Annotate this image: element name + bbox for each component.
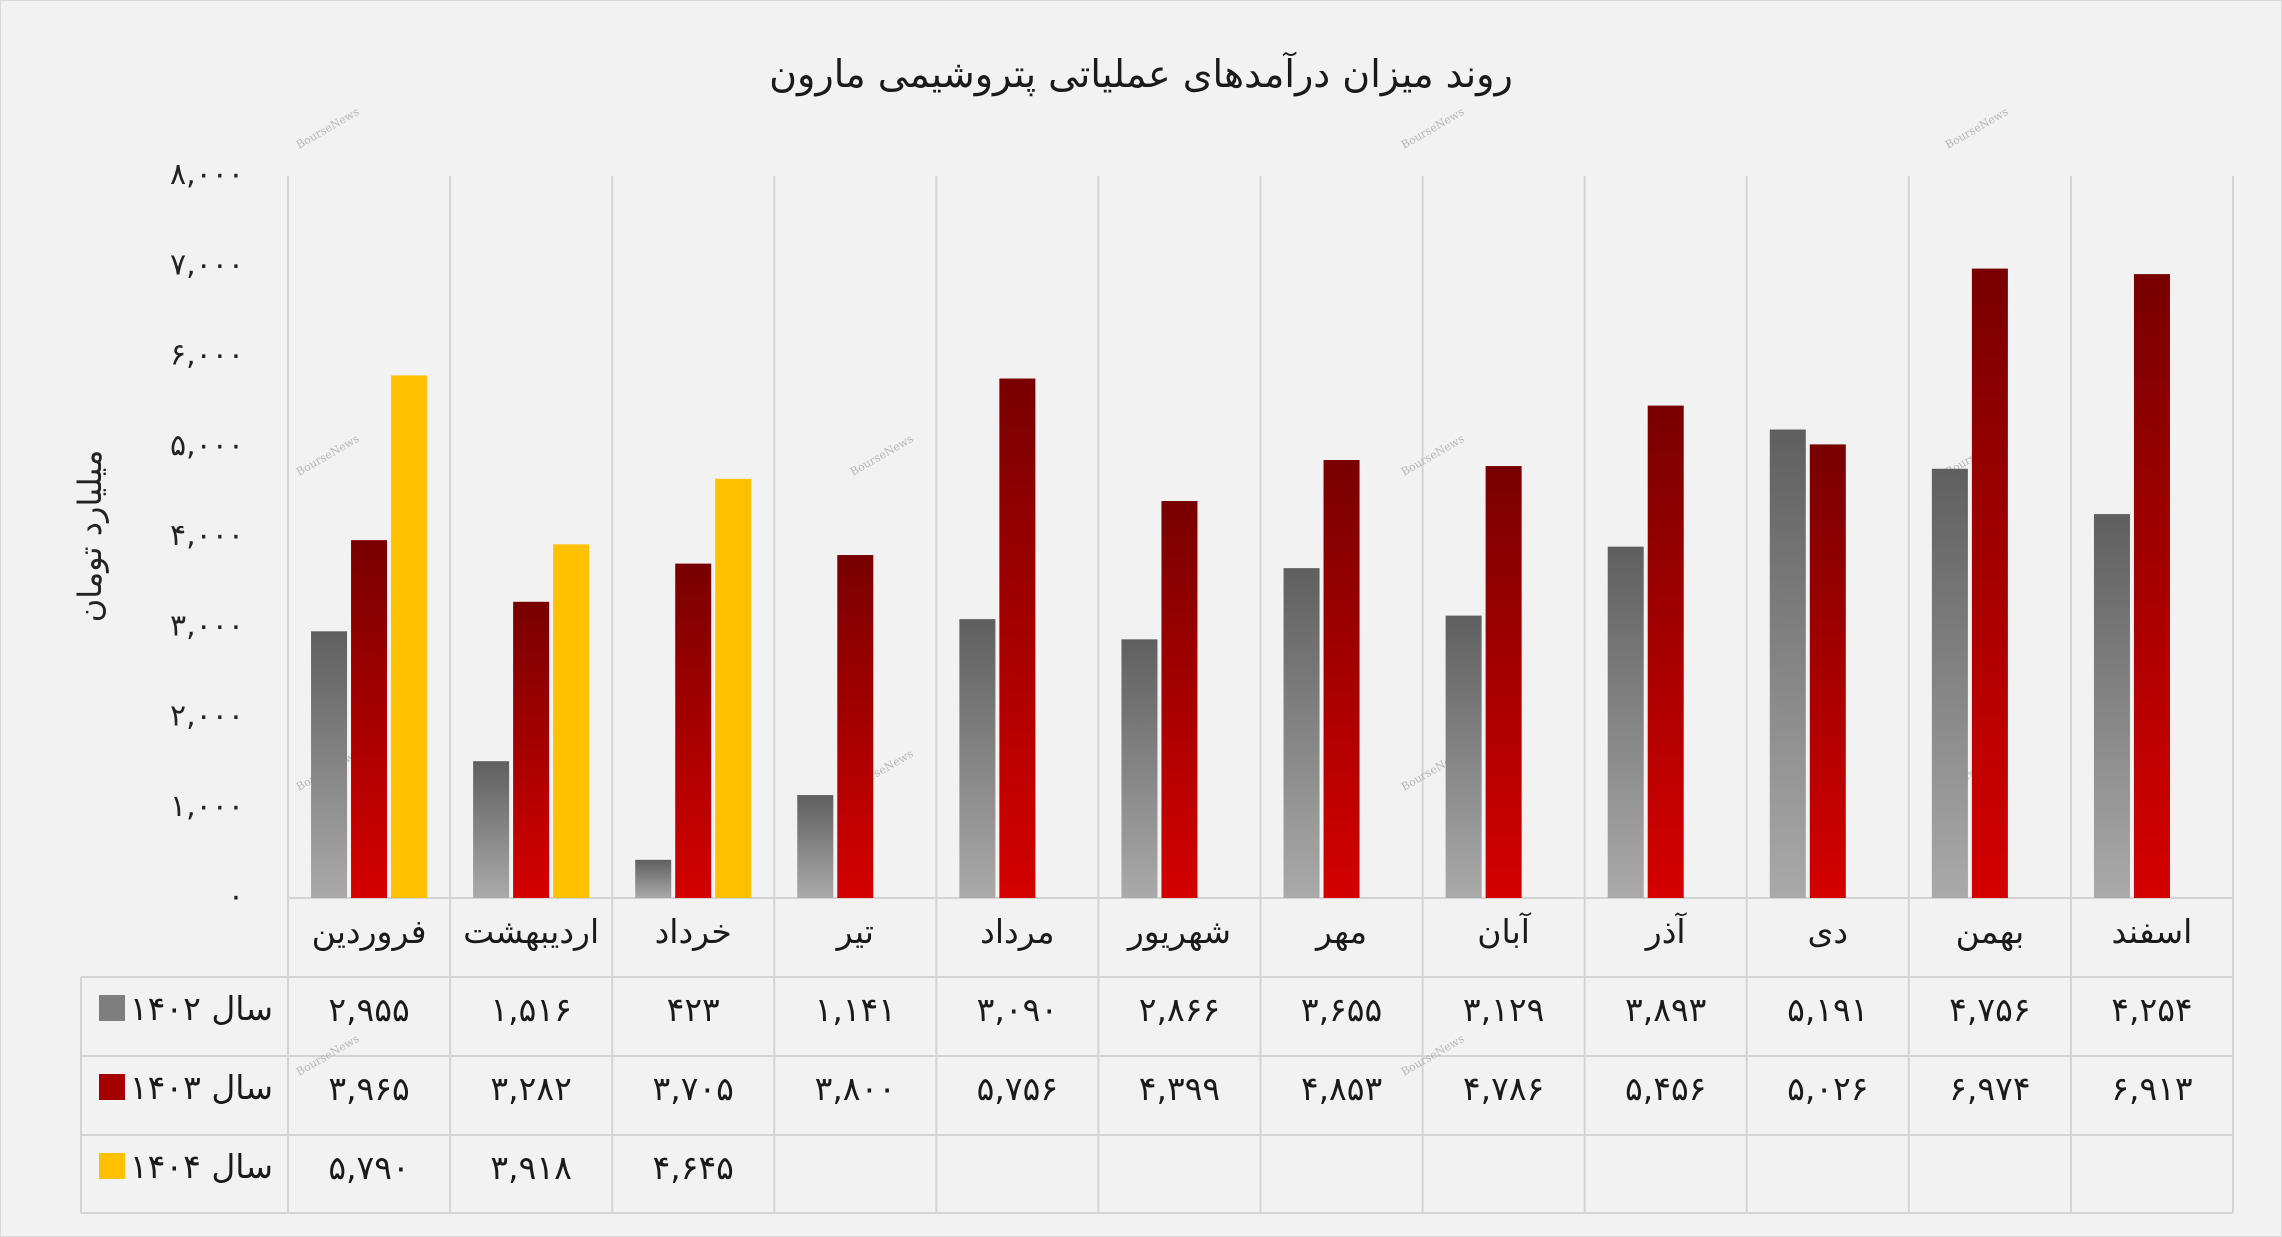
x-tick-label: آذر xyxy=(1644,912,1688,951)
y-tick-label: ۵,۰۰۰ xyxy=(170,428,244,463)
data-table-value: ۳,۸۹۳ xyxy=(1625,990,1706,1029)
data-table-value: ۶,۹۷۴ xyxy=(1949,1069,2030,1108)
x-tick-label: آبان xyxy=(1477,912,1531,951)
y-tick-label: ۲,۰۰۰ xyxy=(170,699,244,734)
bar xyxy=(1283,568,1320,898)
data-table-value: ۳,۷۰۵ xyxy=(653,1069,734,1108)
data-table-value: ۴,۸۵۳ xyxy=(1301,1069,1382,1108)
bar xyxy=(1607,546,1644,898)
watermark: BourseNews xyxy=(1399,105,1467,152)
legend-label: سال ۱۴۰۴ xyxy=(130,1147,273,1186)
legend-label: سال ۱۴۰۲ xyxy=(130,989,273,1028)
x-tick-label: دی xyxy=(1808,912,1849,951)
bar xyxy=(797,795,834,898)
data-table-value: ۳,۲۸۲ xyxy=(490,1069,571,1108)
bar xyxy=(1161,500,1198,898)
data-table-value: ۲,۸۶۶ xyxy=(1139,990,1220,1029)
x-tick-label: اسفند xyxy=(2112,912,2193,951)
data-table-value: ۴,۷۸۶ xyxy=(1463,1069,1544,1108)
data-table-value: ۲,۹۵۵ xyxy=(328,990,409,1029)
data-table-value: ۳,۱۲۹ xyxy=(1463,990,1544,1029)
y-tick-label: ۷,۰۰۰ xyxy=(170,247,244,282)
chart-title: روند میزان درآمدهای عملیاتی پتروشیمی مار… xyxy=(769,51,1513,97)
x-tick-label: مرداد xyxy=(980,912,1054,951)
data-table-value: ۴,۲۵۴ xyxy=(2111,990,2192,1029)
y-tick-label: ۴,۰۰۰ xyxy=(170,518,244,553)
legend-swatch xyxy=(99,1074,125,1100)
x-tick-label: خرداد xyxy=(655,912,732,951)
bar xyxy=(635,859,672,898)
y-tick-label: ۳,۰۰۰ xyxy=(170,608,244,643)
data-table-value: ۴,۶۴۵ xyxy=(653,1148,734,1187)
bar xyxy=(473,761,510,898)
y-tick-label: ۶,۰۰۰ xyxy=(170,338,244,373)
bar xyxy=(1971,268,2008,898)
bar xyxy=(2133,274,2170,898)
y-tick-label: ۰ xyxy=(228,879,244,914)
bar xyxy=(1445,615,1482,898)
bar xyxy=(351,540,388,898)
bar xyxy=(391,375,428,898)
data-table-value: ۴,۷۵۶ xyxy=(1949,990,2030,1029)
data-table-value: ۴,۳۹۹ xyxy=(1139,1069,1220,1108)
bar xyxy=(2093,514,2130,898)
data-table-value: ۱,۱۴۱ xyxy=(815,990,896,1029)
data-table-value: ۵,۷۹۰ xyxy=(328,1148,409,1187)
data-table-value: ۱,۵۱۶ xyxy=(490,990,571,1029)
y-tick-label: ۱,۰۰۰ xyxy=(170,789,244,824)
bar xyxy=(837,555,874,898)
bar xyxy=(311,631,348,898)
legend-label: سال ۱۴۰۳ xyxy=(130,1068,273,1107)
data-table-value: ۳,۶۵۵ xyxy=(1301,990,1382,1029)
bar xyxy=(959,619,996,898)
bar xyxy=(1809,444,1846,898)
x-tick-label: تیر xyxy=(835,912,874,951)
watermark: BourseNews xyxy=(848,432,916,479)
x-tick-label: فروردین xyxy=(312,912,427,951)
watermark: BourseNews xyxy=(1399,432,1467,479)
data-table-value: ۳,۰۹۰ xyxy=(977,990,1058,1029)
data-table-value: ۵,۷۵۶ xyxy=(977,1069,1058,1108)
data-table-value: ۳,۸۰۰ xyxy=(815,1069,896,1108)
bar xyxy=(675,563,712,898)
data-table-value: ۵,۰۲۶ xyxy=(1787,1069,1868,1108)
bar xyxy=(1121,639,1158,898)
legend-swatch xyxy=(99,1153,125,1179)
bar xyxy=(1931,468,1968,898)
bar xyxy=(1769,429,1806,898)
x-tick-label: بهمن xyxy=(1956,912,2025,951)
bar xyxy=(1323,460,1360,898)
watermark: BourseNews xyxy=(294,432,362,479)
watermark: BourseNews xyxy=(294,105,362,152)
legend-swatch xyxy=(99,995,125,1021)
data-table-value: ۶,۹۱۳ xyxy=(2111,1069,2192,1108)
y-axis-label: میلیارد تومان xyxy=(71,450,109,623)
bar xyxy=(553,544,590,898)
y-tick-label: ۸,۰۰۰ xyxy=(170,157,244,192)
x-tick-label: شهریور xyxy=(1126,912,1231,951)
data-table-value: ۵,۱۹۱ xyxy=(1787,990,1868,1029)
x-tick-label: مهر xyxy=(1314,912,1367,951)
bar xyxy=(513,601,550,898)
watermark: BourseNews xyxy=(1943,105,2011,152)
bar xyxy=(1485,466,1522,898)
data-table-value: ۵,۴۵۶ xyxy=(1625,1069,1706,1108)
x-tick-label: اردیبهشت xyxy=(463,912,599,951)
bar xyxy=(715,478,752,898)
bar xyxy=(999,378,1036,898)
data-table-value: ۴۲۳ xyxy=(667,990,720,1029)
data-table-value: ۳,۹۱۸ xyxy=(490,1148,571,1187)
data-table-value: ۳,۹۶۵ xyxy=(328,1069,409,1108)
bar xyxy=(1647,405,1684,898)
